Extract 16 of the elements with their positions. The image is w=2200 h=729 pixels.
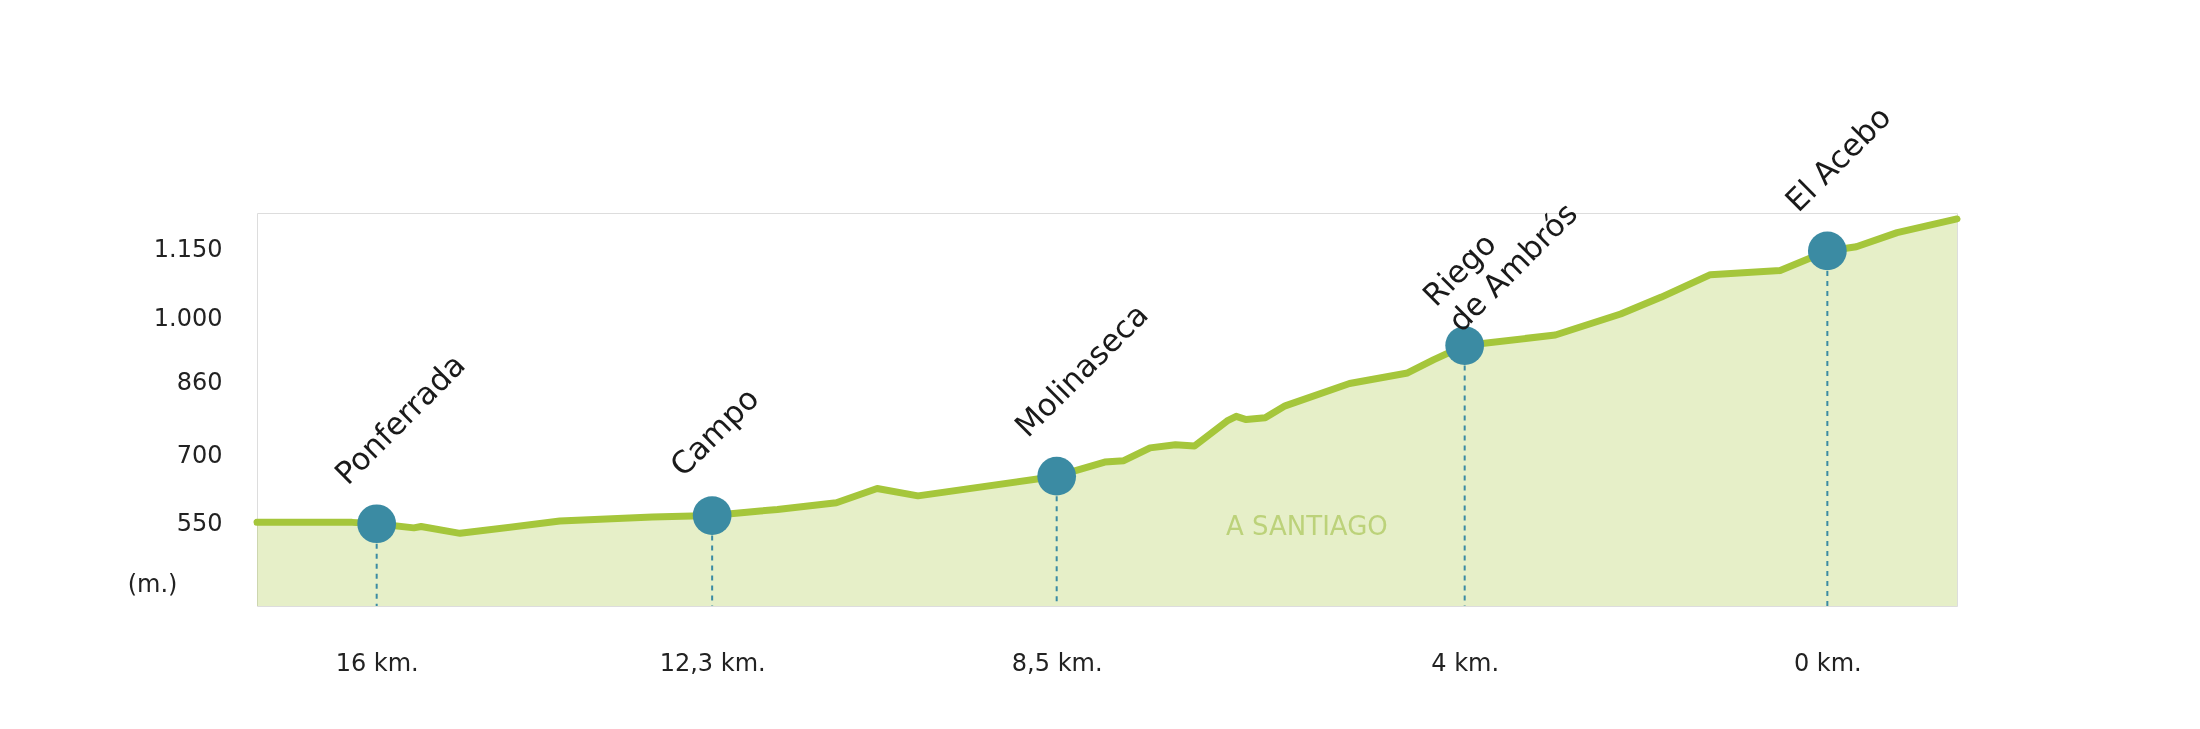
x-tick-label: 4 km.	[1431, 648, 1500, 677]
x-tick-label: 8,5 km.	[1011, 648, 1103, 677]
y-tick-label: 1.150	[153, 235, 223, 264]
x-tick-label: 0 km.	[1793, 648, 1862, 677]
point	[1807, 231, 1847, 271]
y-tick-label: 550	[176, 509, 223, 538]
annotation: A SANTIAGO	[1226, 511, 1388, 542]
y-tick-label: 860	[176, 367, 223, 396]
x-tick-label: 16 km.	[335, 648, 419, 677]
point	[357, 504, 397, 544]
point	[1037, 456, 1077, 496]
y-axis-title: (m.)	[127, 569, 178, 598]
y-tick-label: 1.000	[153, 303, 223, 332]
y-tick-label: 700	[176, 440, 223, 469]
point	[692, 496, 732, 535]
x-tick-label: 12,3 km.	[659, 648, 766, 677]
